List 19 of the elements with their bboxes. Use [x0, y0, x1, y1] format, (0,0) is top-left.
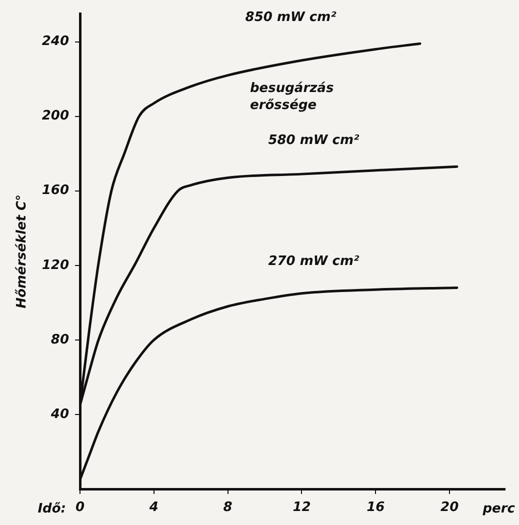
y-tick-label: 120 — [42, 258, 69, 273]
x-tick-label: 16 — [366, 500, 385, 516]
series-label: 270 mW cm² — [268, 254, 360, 270]
x-tick-label: 8 — [223, 500, 232, 516]
y-tick-label: 80 — [50, 332, 69, 348]
y-axis-title: Hőmérséklet C° — [14, 194, 30, 308]
x-tick-label: 20 — [440, 500, 459, 516]
text: 850 mW cm² — [245, 10, 337, 25]
y-tick-label: 200 — [42, 108, 69, 124]
series-label: 580 mW cm² — [268, 132, 360, 148]
y-tick-label: 40 — [50, 406, 69, 422]
x-tick-label: 0 — [75, 500, 85, 516]
x-tick-label: 4 — [148, 500, 158, 516]
text: Idő: — [38, 501, 66, 516]
y-tick-label: 160 — [42, 183, 69, 198]
annotation: besugárzás erőssége — [250, 80, 334, 113]
x-axis-title: perc — [482, 501, 516, 516]
y-tick-label: 240 — [42, 34, 69, 50]
x-tick-label: 12 — [292, 500, 311, 516]
